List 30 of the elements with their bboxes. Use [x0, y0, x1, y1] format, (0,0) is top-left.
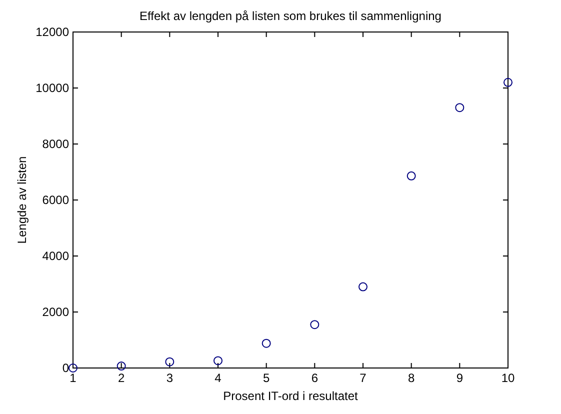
point: [455, 103, 464, 112]
x-tick-label: 10: [501, 371, 515, 385]
point: [116, 362, 126, 371]
x-tick-label: 9: [456, 371, 464, 385]
point: [68, 364, 78, 372]
x-tick-label: 3: [166, 371, 174, 385]
x-tick-label: 6: [311, 371, 318, 385]
y-tick-label: 2000: [42, 305, 70, 320]
x-tick-label: 2: [118, 371, 125, 385]
y-tick-label: 10000: [36, 81, 70, 96]
x-tick-label: 7: [360, 371, 367, 385]
y-tick-label: 4000: [42, 249, 70, 264]
point: [310, 320, 320, 330]
x-tick-label: 5: [262, 371, 270, 385]
chart-title: Effekt av lengden på listen som brukes til sammenligning: [140, 9, 442, 23]
point: [165, 357, 174, 366]
y-tick-label: 0: [62, 361, 70, 376]
point: [262, 338, 271, 348]
x-tick-label: 4: [214, 371, 222, 385]
point: [214, 356, 222, 366]
point: [358, 282, 368, 292]
x-axis-title: Prosent IT-ord i resultatet: [223, 389, 359, 403]
y-tick-label: 8000: [42, 137, 70, 152]
y-tick-label: 12000: [36, 25, 70, 40]
y-tick-label: 6000: [42, 193, 70, 208]
x-tick-label: 8: [408, 371, 415, 385]
point: [406, 171, 416, 180]
x-tick-label: 1: [70, 371, 77, 385]
point: [504, 78, 512, 87]
y-axis-title: Lengde av listen: [15, 156, 29, 244]
